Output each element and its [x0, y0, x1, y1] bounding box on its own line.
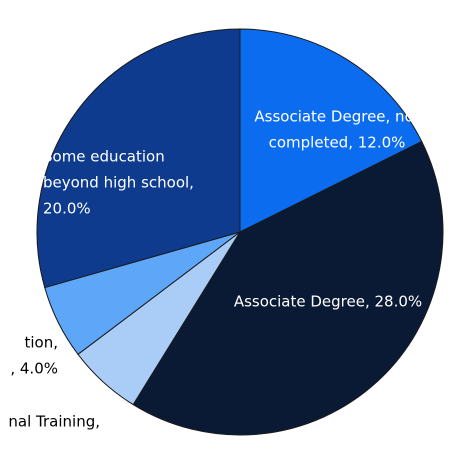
pie-slice [36, 28, 241, 289]
slice-label: Associate Degree, not [254, 108, 419, 126]
slice-label: 20.0% [43, 200, 91, 218]
slice-label: nal Training, [8, 413, 100, 431]
pie-slice [239, 28, 423, 233]
slice-label: beyond high school, [43, 174, 194, 192]
slice-label: , 4.0% [10, 360, 58, 378]
slice-label: tion, [24, 334, 58, 352]
pie-slice [132, 140, 444, 436]
slice-label: Some education [43, 148, 165, 166]
slice-label: Associate Degree, 28.0% [234, 293, 422, 311]
slice-label: completed, 12.0% [269, 134, 406, 152]
